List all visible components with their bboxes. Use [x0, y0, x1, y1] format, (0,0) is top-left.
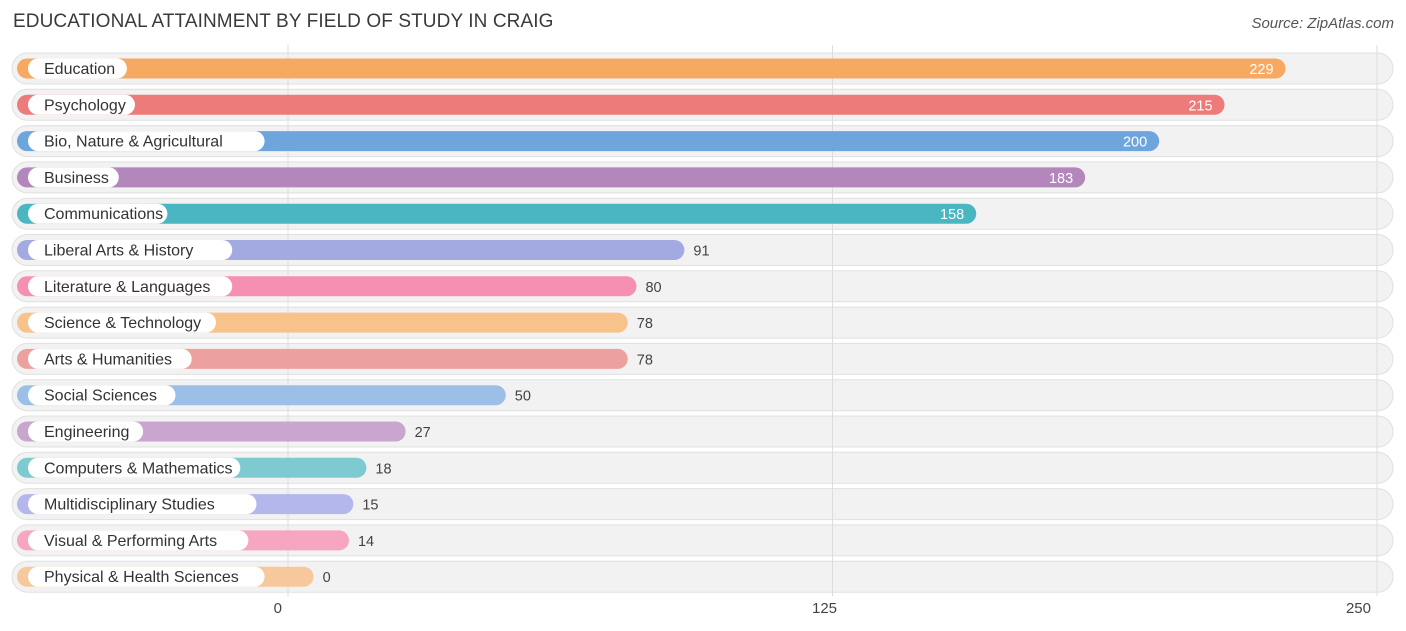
- category-label: Arts & Humanities: [44, 351, 172, 368]
- bar: [17, 131, 1160, 152]
- category-label-pill: [28, 131, 265, 152]
- category-label: Education: [44, 61, 115, 78]
- value-label: 215: [1188, 98, 1212, 114]
- value-label: 183: [1049, 171, 1073, 187]
- category-label-pill: [28, 421, 144, 442]
- value-label: 14: [358, 534, 374, 550]
- category-label: Communications: [44, 206, 163, 223]
- value-label: 50: [515, 389, 531, 405]
- category-label: Liberal Arts & History: [44, 243, 193, 260]
- bar: [17, 94, 1225, 115]
- category-label: Physical & Health Sciences: [44, 569, 239, 586]
- value-label: 78: [637, 352, 653, 368]
- value-label: 27: [415, 425, 431, 441]
- category-label-pill: [28, 494, 257, 515]
- value-label: 80: [645, 280, 661, 296]
- value-label: 229: [1249, 62, 1273, 78]
- category-label: Social Sciences: [44, 388, 157, 405]
- category-label: Business: [44, 170, 109, 187]
- category-label-pill: [28, 530, 249, 551]
- bar: [17, 203, 977, 224]
- x-tick-label: 125: [812, 600, 837, 617]
- category-label: Literature & Languages: [44, 279, 210, 296]
- category-label: Multidisciplinary Studies: [44, 497, 215, 514]
- category-label-pill: [28, 566, 265, 587]
- source-label: Source: ZipAtlas.com: [1251, 15, 1394, 32]
- category-label: Computers & Mathematics: [44, 460, 233, 477]
- category-label-pill: [28, 240, 233, 260]
- row-background: [11, 560, 1394, 593]
- x-tick-label: 250: [1346, 600, 1371, 617]
- value-label: 15: [362, 498, 378, 514]
- category-label-pill: [28, 167, 119, 188]
- category-label-pill: [28, 58, 127, 79]
- value-label: 91: [693, 244, 709, 260]
- category-label: Bio, Nature & Agricultural: [44, 134, 223, 151]
- value-label: 78: [637, 316, 653, 332]
- category-label: Science & Technology: [44, 315, 201, 332]
- category-label-pill: [28, 276, 233, 297]
- category-label: Engineering: [44, 424, 129, 441]
- category-label-pill: [28, 94, 135, 115]
- row-background: [11, 524, 1394, 557]
- bar: [17, 58, 1286, 79]
- chart-title: EDUCATIONAL ATTAINMENT BY FIELD OF STUDY…: [13, 11, 554, 32]
- category-label-pill: [28, 312, 216, 333]
- category-label-pill: [28, 348, 192, 369]
- category-label-pill: [28, 457, 241, 478]
- bar: [17, 167, 1086, 188]
- category-label-pill: [28, 203, 168, 224]
- category-label-pill: [28, 385, 176, 406]
- value-label: 200: [1123, 135, 1147, 151]
- x-tick-label: 0: [274, 600, 282, 617]
- value-label: 0: [323, 570, 331, 586]
- category-label: Psychology: [44, 97, 126, 114]
- row-background: [11, 488, 1394, 521]
- category-label: Visual & Performing Arts: [44, 533, 217, 550]
- value-label: 18: [375, 461, 391, 477]
- value-label: 158: [940, 207, 964, 223]
